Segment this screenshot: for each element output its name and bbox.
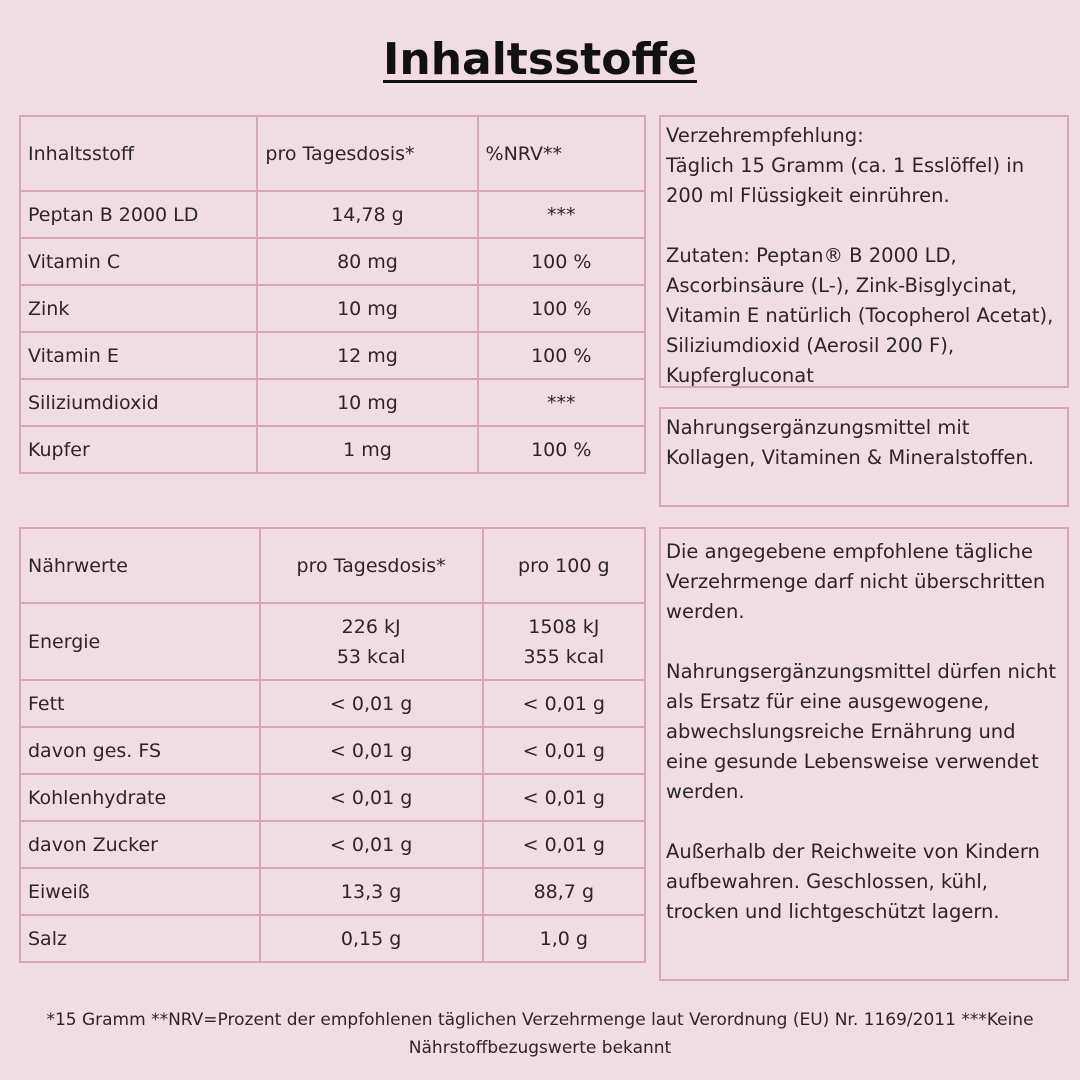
table-cell: 13,3 g [258, 867, 484, 916]
table-cell: 1,0 g [481, 914, 647, 963]
page-title: Inhaltsstoffe [383, 34, 697, 85]
table-cell: < 0,01 g [481, 679, 647, 728]
table-cell: < 0,01 g [258, 679, 484, 728]
table-row: Vitamin C 80 mg 100 % [18, 237, 647, 286]
table-cell: 100 % [476, 331, 647, 380]
table-cell: Siliziumdioxid [18, 378, 259, 427]
table-cell: davon ges. FS [19, 726, 261, 775]
table-cell: Salz [19, 914, 261, 963]
table-cell: 1508 kJ 355 kcal [481, 602, 647, 681]
column-header: Inhaltsstoff [18, 115, 259, 192]
table-row: Eiweiß 13,3 g 88,7 g [19, 867, 647, 916]
column-header: pro Tagesdosis* [258, 527, 484, 604]
column-header: %NRV** [476, 115, 647, 192]
column-header: pro Tagesdosis* [256, 115, 479, 192]
table-cell: < 0,01 g [258, 773, 484, 822]
table-cell: Energie [19, 602, 261, 681]
table-cell: 80 mg [256, 237, 479, 286]
table-cell: Vitamin C [18, 237, 259, 286]
table-header-row: Inhaltsstoff pro Tagesdosis* %NRV** [18, 115, 647, 192]
table-cell: Kohlenhydrate [19, 773, 261, 822]
table-cell: Zink [18, 284, 259, 333]
column-header: pro 100 g [481, 527, 647, 604]
table-row: Siliziumdioxid 10 mg *** [18, 378, 647, 427]
table-cell: 12 mg [256, 331, 479, 380]
table-row: davon ges. FS < 0,01 g < 0,01 g [19, 726, 647, 775]
table-cell: 10 mg [256, 284, 479, 333]
table-row: Peptan B 2000 LD 14,78 g *** [18, 190, 647, 239]
table-cell: < 0,01 g [481, 726, 647, 775]
table-cell: < 0,01 g [258, 820, 484, 869]
table-cell: < 0,01 g [258, 726, 484, 775]
table-header-row: Nährwerte pro Tagesdosis* pro 100 g [19, 527, 647, 604]
table-cell: Kupfer [18, 425, 259, 474]
table-row: Vitamin E 12 mg 100 % [18, 331, 647, 380]
table-cell: *** [476, 190, 647, 239]
table-cell: < 0,01 g [481, 820, 647, 869]
table-cell: Peptan B 2000 LD [18, 190, 259, 239]
table-cell: Eiweiß [19, 867, 261, 916]
table-row: Kupfer 1 mg 100 % [18, 425, 647, 474]
table-cell: < 0,01 g [481, 773, 647, 822]
usage-ingredients-box: Verzehrempfehlung: Täglich 15 Gramm (ca.… [659, 115, 1069, 388]
table-cell: 10 mg [256, 378, 479, 427]
table-cell: Fett [19, 679, 261, 728]
table-cell: 14,78 g [256, 190, 479, 239]
table-cell: 88,7 g [481, 867, 647, 916]
ingredients-table: Inhaltsstoff pro Tagesdosis* %NRV** Peptan … [18, 115, 647, 474]
table-row: davon Zucker < 0,01 g < 0,01 g [19, 820, 647, 869]
table-cell: Vitamin E [18, 331, 259, 380]
table-cell: 0,15 g [258, 914, 484, 963]
table-cell: *** [476, 378, 647, 427]
table-row: Fett < 0,01 g < 0,01 g [19, 679, 647, 728]
warnings-box: Die angegebene empfohlene tägliche Verze… [659, 527, 1069, 981]
table-row: Zink 10 mg 100 % [18, 284, 647, 333]
table-cell: 1 mg [256, 425, 479, 474]
table-row: Energie 226 kJ 53 kcal 1508 kJ 355 kcal [19, 602, 647, 681]
table-row: Salz 0,15 g 1,0 g [19, 914, 647, 963]
table-cell: 100 % [476, 425, 647, 474]
table-row: Kohlenhydrate < 0,01 g < 0,01 g [19, 773, 647, 822]
table-cell: 100 % [476, 284, 647, 333]
table-cell: davon Zucker [19, 820, 261, 869]
product-description-box: Nahrungsergänzungsmittel mit Kollagen, V… [659, 407, 1069, 507]
footnote: *15 Gramm **NRV=Prozent der empfohlenen … [46, 1010, 1034, 1058]
table-cell: 100 % [476, 237, 647, 286]
nutrition-table: Nährwerte pro Tagesdosis* pro 100 g Energie… [19, 527, 647, 963]
table-cell: 226 kJ 53 kcal [258, 602, 484, 681]
column-header: Nährwerte [19, 527, 261, 604]
